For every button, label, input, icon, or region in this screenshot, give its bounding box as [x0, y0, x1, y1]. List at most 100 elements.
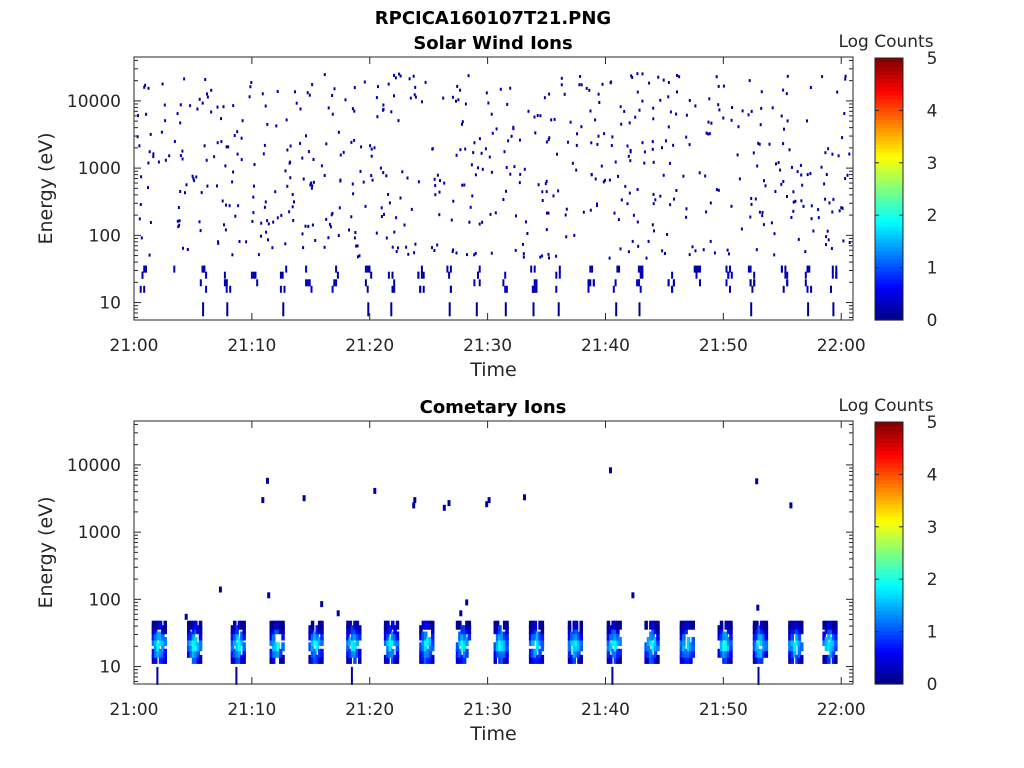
heatmap-cell: [474, 251, 477, 255]
heatmap-cell: [502, 620, 507, 630]
heatmap-cell: [310, 648, 315, 658]
heatmap-cell: [731, 106, 734, 109]
heatmap-cell: [719, 642, 724, 652]
heatmap-cell: [667, 95, 670, 99]
heatmap-cell: [467, 620, 472, 630]
heatmap-cell: [846, 173, 849, 177]
heatmap-cell: [617, 174, 619, 178]
heatmap-cell: [795, 620, 799, 630]
heatmap-cell: [424, 620, 428, 630]
heatmap-cell: [800, 620, 804, 630]
heatmap-cell: [795, 654, 799, 664]
heatmap-cell: [333, 279, 336, 287]
heatmap-cell: [224, 164, 227, 168]
heatmap-cell: [269, 648, 273, 658]
colorbar-band: [875, 168, 903, 174]
heatmap-cell: [528, 631, 533, 641]
heatmap-cell: [237, 637, 242, 646]
heatmap-cell: [827, 147, 830, 151]
heatmap-cell: [305, 279, 308, 287]
heatmap-cell: [187, 648, 191, 658]
heatmap-cell: [470, 163, 473, 167]
heatmap-cell: [235, 666, 238, 685]
heatmap-cell: [688, 253, 691, 257]
heatmap-cell: [385, 236, 388, 240]
heatmap-cell: [618, 620, 622, 630]
heatmap-cell: [152, 155, 155, 159]
heatmap-cell: [682, 631, 686, 641]
colorbar-band: [875, 176, 903, 182]
heatmap-cell: [173, 140, 176, 143]
heatmap-cell: [726, 654, 731, 664]
heatmap-cell: [194, 620, 198, 630]
heatmap-cell: [729, 637, 733, 646]
heatmap-cell: [788, 637, 792, 646]
heatmap-cell: [504, 271, 507, 279]
heatmap-cell: [579, 620, 583, 630]
heatmap-cell: [617, 218, 620, 222]
heatmap-cell: [533, 285, 536, 293]
heatmap-cell: [397, 246, 399, 250]
heatmap-cell: [458, 654, 462, 664]
heatmap-cell: [841, 136, 844, 140]
heatmap-cell: [498, 648, 502, 658]
heatmap-cell: [682, 174, 685, 178]
heatmap-cell: [151, 637, 156, 646]
heatmap-cell: [558, 271, 561, 279]
colorbar-band: [875, 234, 903, 239]
heatmap-cell: [574, 642, 579, 652]
heatmap-cell: [752, 637, 757, 646]
colorbar-band: [875, 507, 903, 513]
heatmap-cell: [498, 625, 502, 635]
heatmap-cell: [611, 666, 614, 685]
heatmap-cell: [555, 285, 558, 293]
heatmap-cell: [498, 637, 502, 646]
heatmap-cell: [614, 279, 617, 287]
heatmap-cell: [759, 654, 764, 664]
heatmap-cell: [565, 235, 568, 239]
colorbar-band: [875, 495, 903, 501]
heatmap-cell: [502, 648, 507, 658]
heatmap-cell: [299, 141, 302, 145]
heatmap-cell: [461, 122, 463, 126]
colorbar-band: [875, 103, 903, 108]
heatmap-cell: [567, 637, 572, 646]
heatmap-cell: [500, 648, 505, 658]
heatmap-cell: [329, 225, 332, 229]
heatmap-cell: [831, 620, 836, 630]
heatmap-cell: [799, 163, 802, 167]
heatmap-cell: [350, 642, 355, 652]
heatmap-cell: [233, 648, 237, 658]
heatmap-cell: [770, 221, 773, 225]
heatmap-cell: [567, 648, 572, 658]
heatmap-cell: [537, 183, 540, 187]
heatmap-cell: [828, 201, 831, 205]
heatmap-cell: [545, 190, 548, 194]
colorbar-band: [875, 553, 903, 558]
heatmap-cell: [225, 145, 228, 149]
heatmap-cell: [317, 620, 322, 630]
heatmap-cell: [786, 119, 789, 123]
heatmap-cell: [237, 648, 242, 658]
colorbar-band: [875, 598, 903, 603]
heatmap-cell: [310, 620, 315, 630]
heatmap-cell: [705, 210, 708, 214]
heatmap-cell: [157, 160, 160, 164]
heatmap-cell: [235, 648, 239, 658]
heatmap-cell: [755, 654, 759, 664]
heatmap-cell: [350, 140, 353, 144]
heatmap-cell: [271, 642, 276, 652]
heatmap-cell: [754, 197, 757, 201]
heatmap-cell: [498, 654, 502, 664]
heatmap-cell: [356, 255, 359, 259]
heatmap-cell: [200, 191, 203, 195]
heatmap-cell: [193, 179, 196, 183]
heatmap-cell: [646, 642, 651, 652]
heatmap-cell: [266, 122, 269, 126]
colorbar-band: [875, 602, 903, 607]
colorbar-tick-label: 2: [927, 206, 938, 226]
colorbar-band: [875, 581, 903, 587]
heatmap-cell: [837, 154, 840, 158]
heatmap-cell: [337, 130, 340, 134]
heatmap-cell: [164, 158, 167, 162]
